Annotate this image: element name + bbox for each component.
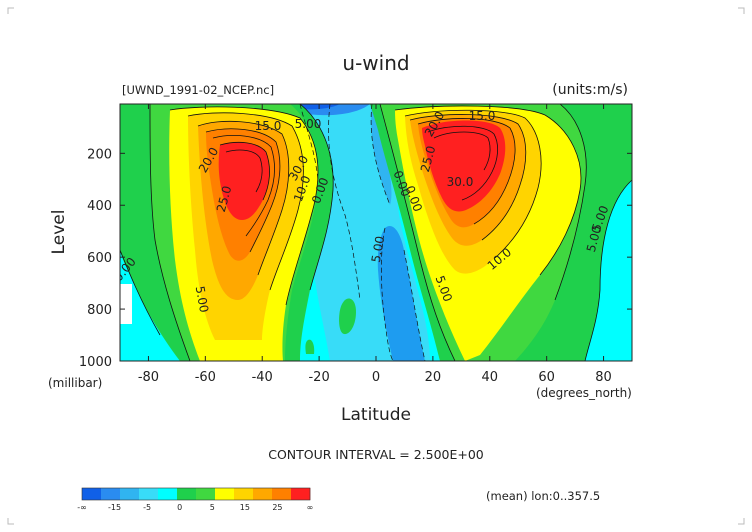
color-bar-label-1: -15 xyxy=(108,503,121,512)
color-bar-swatch-2 xyxy=(120,488,140,500)
color-bar-swatch-10 xyxy=(272,488,292,500)
units-label: (units:m/s) xyxy=(552,82,628,98)
x-tick-label-4: 0 xyxy=(372,370,380,385)
corner-mark-bottom-left xyxy=(7,518,14,525)
contour-lines xyxy=(120,104,632,361)
color-bar-swatch-6 xyxy=(196,488,216,500)
contour-labels: 15.0 5.0020.025.030.010.05.000.000.005.00… xyxy=(120,109,611,314)
field-region-p30-north xyxy=(422,120,506,212)
color-bar-swatch-5 xyxy=(177,488,197,500)
contour-label-6: 5.00 xyxy=(193,285,211,314)
y-axis-units: (millibar) xyxy=(48,376,102,390)
color-bar-swatch-4 xyxy=(158,488,178,500)
y-tick-label-3: 800 xyxy=(87,303,112,318)
corner-mark-top-left xyxy=(7,7,14,14)
color-bar-label-5: 15 xyxy=(240,503,250,512)
x-tick-label-0: -80 xyxy=(138,370,159,385)
corner-mark-top-right xyxy=(738,7,745,14)
color-bar-label-6: 25 xyxy=(272,503,282,512)
color-bar-frame xyxy=(81,487,311,501)
contour-label-10: 15.0 xyxy=(469,109,496,123)
x-tick-label-1: -60 xyxy=(195,370,216,385)
color-bar-label-0: -∞ xyxy=(77,503,87,512)
field-region-polar-gap xyxy=(120,284,132,324)
color-bar-label-3: 0 xyxy=(177,503,182,512)
field-region-p30-south xyxy=(218,142,270,220)
contour-label-12: 25.0 xyxy=(418,144,438,173)
field-region-p5-equator xyxy=(339,298,356,335)
color-bar-swatch-9 xyxy=(253,488,273,500)
contour-interval-note: CONTOUR INTERVAL = 2.500E+00 xyxy=(268,447,484,462)
x-tick-label-3: -20 xyxy=(308,370,329,385)
x-axis-title: Latitude xyxy=(341,405,411,425)
x-tick-label-5: 20 xyxy=(425,370,442,385)
field-region-m5-lower xyxy=(377,226,425,361)
contour-plot-area: 15.0 5.0020.025.030.010.05.000.000.005.00… xyxy=(120,104,632,361)
contour-label-13: 30.0 xyxy=(447,175,474,189)
color-bar-swatch-1 xyxy=(101,488,121,500)
field-region-m5 xyxy=(330,104,392,205)
x-tick-label-6: 40 xyxy=(482,370,499,385)
color-bar-label-4: 5 xyxy=(210,503,215,512)
color-bar-swatch-0 xyxy=(82,488,102,500)
y-tick-label-1: 400 xyxy=(87,199,112,214)
negative-contour-lines xyxy=(299,104,426,361)
color-bar-swatch-11 xyxy=(291,488,311,500)
x-tick-label-2: -40 xyxy=(252,370,273,385)
chart-title: u-wind xyxy=(342,51,409,75)
y-axis: 200 400 600 800 1000 xyxy=(79,147,632,370)
averaging-note: (mean) lon:0..357.5 xyxy=(486,489,600,503)
color-bar-labels: -∞ -15 -5 0 5 15 25 ∞ xyxy=(77,503,313,512)
y-tick-label-2: 600 xyxy=(87,251,112,266)
x-tick-label-8: 80 xyxy=(595,370,612,385)
contour-label-1: 5.00 xyxy=(295,117,322,131)
color-bar-swatch-7 xyxy=(215,488,235,500)
contour-label-3: 25.0 xyxy=(214,184,234,213)
x-axis-units: (degrees_north) xyxy=(536,386,632,400)
contour-label-9: 5.00 xyxy=(369,235,387,264)
contour-label-17: 5.00 xyxy=(584,224,604,253)
y-tick-label-4: 1000 xyxy=(79,355,112,370)
color-bar-label-7: ∞ xyxy=(307,503,314,512)
source-file-label: [UWND_1991-02_NCEP.nc] xyxy=(122,83,274,97)
color-bar-label-2: -5 xyxy=(143,503,151,512)
y-axis-title: Level xyxy=(49,210,69,255)
x-tick-label-7: 60 xyxy=(538,370,555,385)
field-region-p5-equator-small xyxy=(305,339,315,354)
y-tick-label-0: 200 xyxy=(87,147,112,162)
color-bar-swatch-8 xyxy=(234,488,254,500)
corner-mark-bottom-right xyxy=(738,518,745,525)
color-bar xyxy=(81,487,311,501)
x-axis: -80 -60 -40 -20 0 20 40 60 80 xyxy=(138,104,612,385)
contour-label-0: 15.0 xyxy=(255,119,282,133)
color-bar-swatch-3 xyxy=(139,488,159,500)
